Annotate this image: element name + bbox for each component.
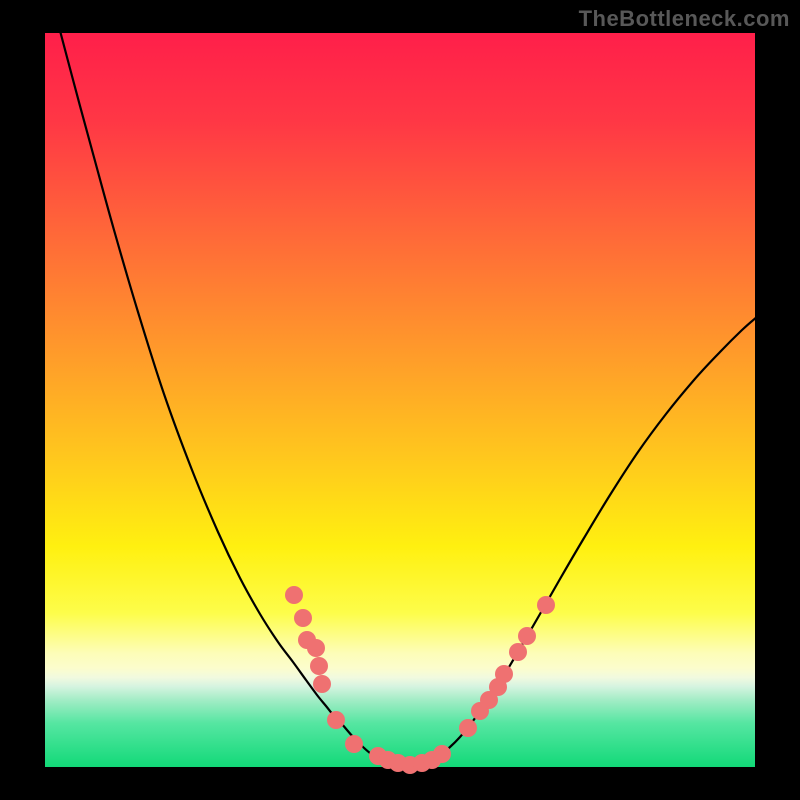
scatter-dot [307,639,325,657]
scatter-dot [459,719,477,737]
scatter-dot [518,627,536,645]
scatter-dot [294,609,312,627]
chart-svg [0,0,800,800]
bottleneck-chart: TheBottleneck.com [0,0,800,800]
watermark-text: TheBottleneck.com [579,6,790,32]
scatter-dot [537,596,555,614]
scatter-dot [495,665,513,683]
scatter-dot [310,657,328,675]
scatter-dot [509,643,527,661]
scatter-dot [433,745,451,763]
scatter-dot [285,586,303,604]
scatter-dot [345,735,363,753]
scatter-dot [327,711,345,729]
chart-gradient-bg [45,33,755,767]
scatter-dot [313,675,331,693]
